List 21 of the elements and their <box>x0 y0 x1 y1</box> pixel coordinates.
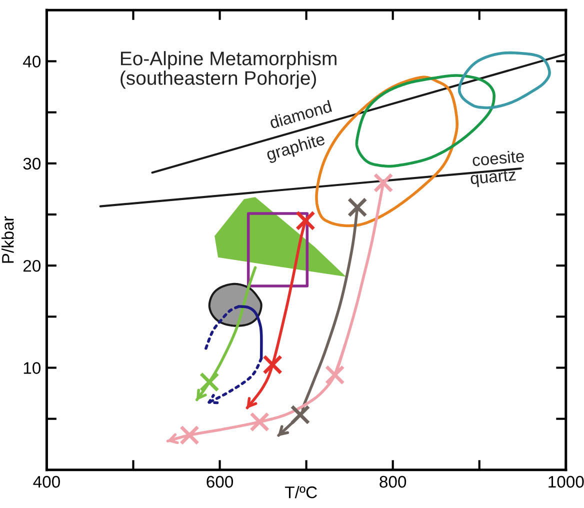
y-tick-label: 20 <box>23 260 41 272</box>
x-tick-label: 400 <box>33 476 60 488</box>
y-axis-title: P/kbar <box>2 216 14 263</box>
y-tick-label: 30 <box>23 158 41 170</box>
annotation: quartz <box>470 170 516 188</box>
point <box>324 364 345 385</box>
x-tick-label: 800 <box>380 476 406 488</box>
text: Eo-Alpine Metamorphism (southeastern Pohorje) <box>120 51 336 89</box>
point <box>290 404 310 425</box>
x-axis-title: T/ºC <box>285 486 317 498</box>
y-tick-label: 10 <box>24 362 41 374</box>
point <box>347 197 368 218</box>
point <box>250 412 270 432</box>
point <box>295 210 316 231</box>
point <box>373 172 394 193</box>
point <box>262 354 283 375</box>
y-tick-label: 40 <box>23 56 41 68</box>
x-tick-label: 1000 <box>548 476 584 488</box>
annotation: coesite <box>472 150 524 166</box>
x-tick-label: 600 <box>206 476 234 488</box>
annotation: graphite <box>266 132 326 164</box>
